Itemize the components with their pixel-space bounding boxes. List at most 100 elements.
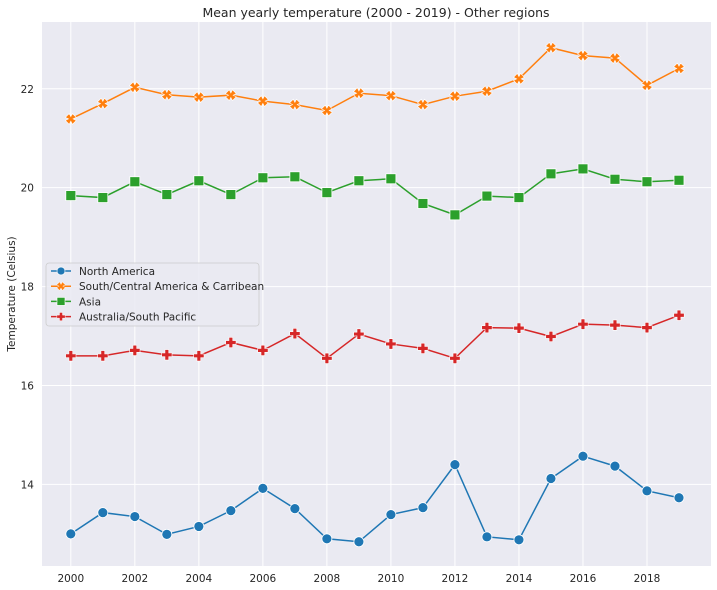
data-point — [321, 187, 333, 199]
data-point — [257, 344, 269, 356]
legend-label: North America — [79, 266, 155, 278]
series-australia-south-pacific — [65, 309, 685, 364]
data-point — [449, 352, 461, 364]
data-point — [129, 344, 141, 356]
legend-item: North America — [51, 266, 155, 278]
data-point — [225, 505, 237, 517]
data-point — [609, 319, 621, 331]
legend-marker — [56, 266, 66, 276]
y-tick-label: 16 — [21, 380, 35, 392]
chart-title: Mean yearly temperature (2000 - 2019) - … — [202, 5, 549, 20]
x-tick-label: 2006 — [249, 573, 276, 585]
x-tick-label: 2016 — [570, 573, 597, 585]
data-point — [673, 492, 685, 504]
x-tick-label: 2002 — [121, 573, 148, 585]
data-point — [64, 113, 77, 125]
data-point — [641, 176, 653, 188]
data-point — [481, 322, 493, 334]
data-point — [641, 79, 653, 92]
data-point — [481, 531, 493, 543]
y-tick-label: 18 — [21, 282, 34, 294]
series-south-central-america-carribean — [64, 41, 685, 125]
data-point — [577, 450, 589, 462]
data-point — [353, 536, 365, 548]
data-point — [449, 90, 461, 103]
legend: North America South/Central America & Car… — [45, 262, 264, 327]
data-point — [352, 87, 365, 100]
data-point — [385, 509, 397, 520]
data-point — [545, 41, 557, 54]
data-point — [129, 511, 141, 522]
data-point — [65, 528, 77, 540]
series-layer — [64, 41, 685, 548]
data-point — [288, 98, 301, 111]
data-point — [257, 172, 269, 184]
data-point — [385, 173, 397, 185]
data-point — [321, 352, 333, 364]
legend-marker — [56, 297, 66, 306]
data-point — [225, 189, 237, 200]
series-asia — [65, 163, 685, 221]
data-point — [449, 209, 461, 221]
legend-item: Asia — [51, 296, 101, 308]
data-point — [97, 350, 109, 362]
data-point — [193, 521, 205, 532]
data-point — [160, 88, 173, 101]
data-point — [129, 176, 141, 188]
data-point — [545, 331, 557, 343]
data-point — [513, 192, 525, 203]
data-point — [257, 482, 269, 494]
data-point — [545, 473, 557, 484]
data-point — [481, 190, 493, 202]
series-line — [70, 455, 680, 543]
grid-lines — [42, 22, 711, 566]
data-point — [673, 309, 685, 321]
data-point — [193, 175, 205, 187]
x-tick-label: 2010 — [378, 573, 405, 585]
x-axis: 2000 2002 2004 2006 2008 2010 2012 2014 2016 2018 — [57, 573, 660, 585]
legend-marker — [56, 281, 66, 291]
data-point — [224, 89, 237, 102]
data-point — [609, 52, 621, 65]
data-point — [577, 318, 589, 330]
data-point — [385, 338, 397, 350]
x-tick-label: 2008 — [314, 573, 341, 585]
data-point — [321, 533, 333, 545]
data-point — [289, 171, 301, 183]
legend-box — [45, 262, 260, 327]
data-point — [577, 163, 589, 175]
legend-marker — [56, 312, 66, 321]
series-north-america — [65, 450, 685, 548]
y-axis-label: Temperature (Celsius) — [6, 236, 18, 352]
data-point — [96, 97, 109, 110]
data-point — [161, 189, 173, 200]
data-point — [161, 528, 173, 540]
data-point — [609, 173, 621, 185]
data-point — [449, 459, 461, 471]
data-point — [417, 342, 429, 354]
y-tick-label: 22 — [21, 84, 34, 96]
data-point — [673, 174, 685, 186]
data-point — [161, 349, 173, 361]
x-tick-label: 2000 — [57, 573, 84, 585]
data-point — [641, 485, 653, 497]
data-point — [225, 336, 237, 348]
data-point — [256, 95, 269, 108]
data-point — [417, 98, 429, 111]
data-point — [513, 322, 525, 334]
legend-label: Australia/South Pacific — [79, 312, 196, 324]
x-tick-label: 2012 — [442, 573, 469, 585]
data-point — [289, 503, 301, 515]
data-point — [545, 168, 557, 180]
data-point — [577, 49, 589, 62]
legend-item: Australia/South Pacific — [51, 312, 196, 324]
data-point — [641, 322, 653, 334]
data-point — [673, 62, 685, 75]
y-tick-label: 14 — [21, 479, 35, 491]
x-tick-label: 2004 — [185, 573, 212, 585]
data-point — [65, 350, 77, 362]
data-point — [609, 460, 621, 472]
x-tick-label: 2018 — [634, 573, 661, 585]
data-point — [417, 198, 429, 209]
